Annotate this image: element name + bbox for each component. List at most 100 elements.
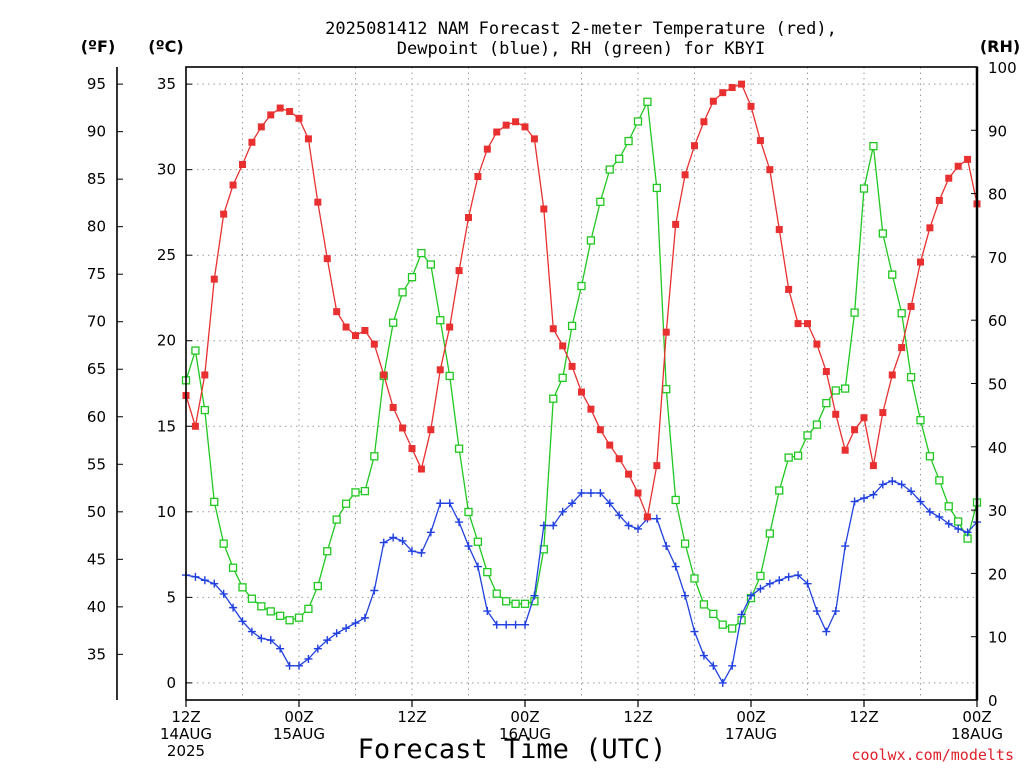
- dewpoint-point: [247, 627, 256, 636]
- temperature-point: [775, 226, 783, 234]
- temperature-point: [804, 320, 811, 328]
- temperature-point: [483, 145, 491, 153]
- dewpoint-point: [756, 584, 765, 593]
- dewpoint-point: [295, 661, 303, 670]
- dewpoint-point: [831, 607, 840, 616]
- dewpoint-point: [511, 620, 520, 629]
- rh-point: [841, 384, 850, 393]
- temperature-point: [653, 462, 661, 470]
- temperature-point: [662, 328, 670, 336]
- temperature-point: [888, 371, 896, 379]
- dewpoint-point: [747, 591, 755, 600]
- dewpoint-point: [342, 624, 351, 633]
- rh-point: [558, 373, 567, 382]
- temperature-point: [370, 340, 378, 348]
- dewpoint-point: [709, 661, 718, 670]
- temperature-point: [417, 465, 425, 473]
- dewpoint-point: [502, 620, 511, 629]
- dewpoint-point: [605, 499, 614, 508]
- rh-point: [417, 248, 426, 258]
- dewpoint-point: [210, 579, 219, 588]
- temperature-point: [634, 489, 642, 497]
- dewpoint-point: [671, 562, 680, 571]
- temperature-point: [964, 155, 972, 163]
- rh-point: [520, 599, 530, 608]
- dewpoint-point: [426, 528, 435, 537]
- dewpoint-point: [436, 499, 445, 508]
- rh-point: [662, 385, 671, 394]
- temperature-point: [446, 323, 454, 331]
- dewpoint-point: [492, 620, 501, 629]
- dewpoint-point: [521, 620, 529, 629]
- temperature-point: [465, 214, 472, 222]
- dewpoint-point: [812, 607, 821, 616]
- dewpoint-series-line: [185, 480, 978, 685]
- x-tick-label: 12Z: [849, 708, 878, 726]
- fahrenheit-tick-label: 75: [87, 265, 106, 283]
- dewpoint-point: [888, 477, 897, 486]
- dewpoint-point: [652, 514, 661, 523]
- dewpoint-point: [483, 607, 492, 616]
- dewpoint-point: [229, 603, 238, 612]
- temperature-point: [521, 123, 529, 131]
- dewpoint-point: [370, 586, 379, 595]
- temperature-point: [276, 104, 284, 112]
- temperature-point: [512, 118, 520, 126]
- temperature-point: [455, 267, 463, 275]
- dewpoint-point: [304, 654, 313, 663]
- rh-point: [549, 394, 558, 403]
- rh-point: [699, 600, 709, 609]
- rh-point: [200, 405, 209, 415]
- rh-point: [276, 611, 285, 620]
- rh-point: [483, 567, 492, 577]
- rh-point: [897, 309, 906, 318]
- grid-lines: [186, 67, 977, 700]
- dewpoint-point: [615, 511, 624, 520]
- dewpoint-point: [935, 512, 944, 521]
- fahrenheit-tick-label: 95: [87, 75, 106, 93]
- temperature-point: [361, 326, 369, 334]
- dewpoint-point: [690, 627, 699, 636]
- rh-point: [398, 288, 407, 297]
- fahrenheit-tick-label: 50: [87, 503, 106, 521]
- rh-point: [360, 486, 370, 496]
- temperature-point: [691, 142, 698, 150]
- celsius-tick-label: 15: [157, 417, 176, 435]
- celsius-tick-label: 25: [157, 246, 176, 264]
- dewpoint-point: [313, 644, 322, 653]
- temperature-point: [672, 220, 680, 228]
- fahrenheit-tick-label: 60: [87, 408, 106, 426]
- rh-point: [341, 499, 351, 508]
- rh-point: [954, 517, 963, 526]
- series-layer: [181, 80, 982, 687]
- rh-point: [652, 183, 661, 193]
- rh-point: [407, 273, 417, 282]
- rh-tick-label: 10: [988, 629, 1007, 647]
- dewpoint-point: [360, 613, 369, 622]
- temperature-point: [399, 424, 407, 432]
- rh-point: [351, 488, 360, 497]
- dewpoint-point: [219, 589, 228, 598]
- dewpoint-point: [238, 617, 247, 626]
- dewpoint-point: [332, 629, 341, 638]
- dewpoint-point: [596, 488, 605, 497]
- rh-point: [389, 318, 398, 327]
- rh-point: [925, 452, 935, 461]
- dewpoint-point: [568, 499, 577, 508]
- temperature-point: [257, 123, 265, 131]
- dewpoint-point: [257, 634, 266, 643]
- temperature-point: [295, 114, 303, 122]
- celsius-tick-label: 0: [166, 674, 176, 692]
- temperature-point: [389, 403, 397, 411]
- temperature-point: [540, 205, 548, 213]
- temperature-series-line: [185, 83, 978, 520]
- temperature-point: [926, 224, 934, 232]
- dewpoint-point: [954, 524, 963, 533]
- temperature-point: [474, 172, 482, 180]
- rh-point: [332, 515, 341, 524]
- temperature-point: [832, 410, 840, 418]
- rh-point: [502, 597, 511, 606]
- celsius-tick-label: 10: [157, 503, 176, 521]
- dewpoint-point: [944, 519, 953, 528]
